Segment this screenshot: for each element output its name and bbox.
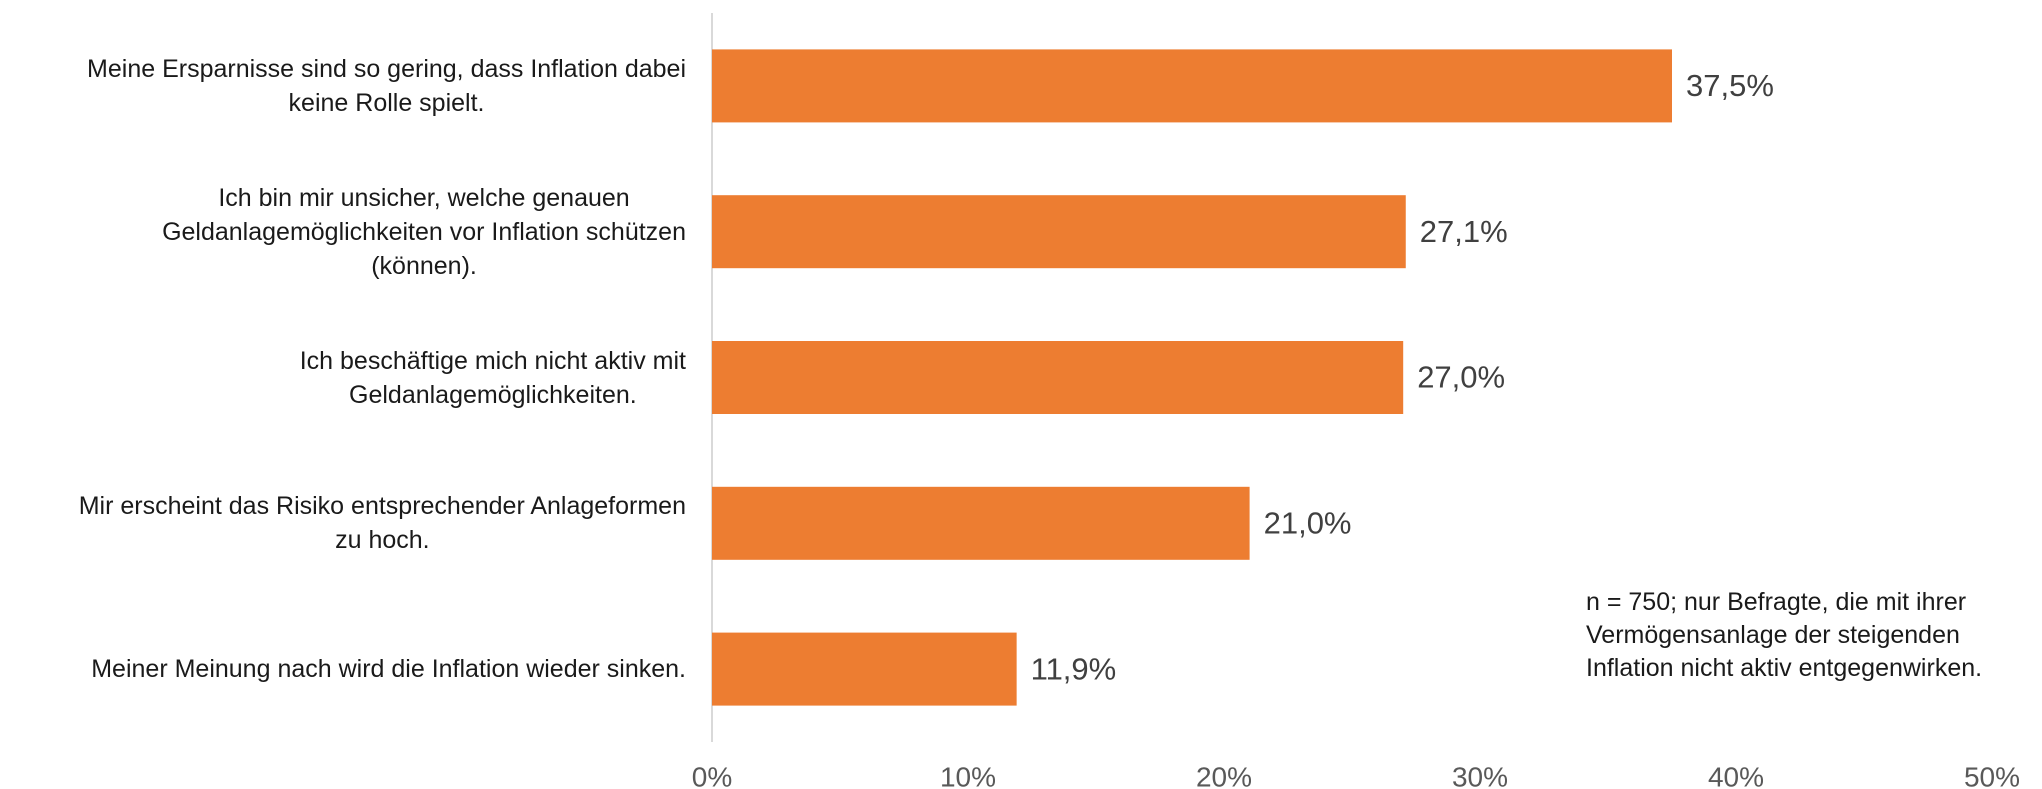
bar xyxy=(712,195,1406,269)
x-tick-label: 30% xyxy=(1452,761,1508,789)
bar xyxy=(712,486,1250,560)
x-tick-label: 50% xyxy=(1964,761,2020,789)
x-tick-label: 20% xyxy=(1196,761,1252,789)
x-tick-label: 0% xyxy=(692,761,732,789)
value-label: 27,0% xyxy=(1417,360,1505,395)
x-tick-label: 10% xyxy=(940,761,996,789)
category-label: Ich beschäftige mich nicht aktiv mit Gel… xyxy=(299,346,686,409)
value-label: 11,9% xyxy=(1031,651,1117,686)
bar xyxy=(712,632,1017,706)
value-label: 27,1% xyxy=(1420,214,1508,249)
value-label: 37,5% xyxy=(1686,68,1774,103)
bar xyxy=(712,49,1672,123)
x-tick-label: 40% xyxy=(1708,761,1764,789)
category-label: Meiner Meinung nach wird die Inflation w… xyxy=(91,655,686,684)
bar xyxy=(712,341,1404,414)
category-label: Ich bin mir unsicher, welche genauen Gel… xyxy=(162,183,686,280)
category-label: Meine Ersparnisse sind so gering, dass I… xyxy=(87,54,686,117)
category-label: Mir erscheint das Risiko entsprechender … xyxy=(78,492,686,555)
value-label: 21,0% xyxy=(1264,505,1352,540)
annotation: n = 750; nur Befragte, die mit ihrer Ver… xyxy=(1586,588,1983,682)
